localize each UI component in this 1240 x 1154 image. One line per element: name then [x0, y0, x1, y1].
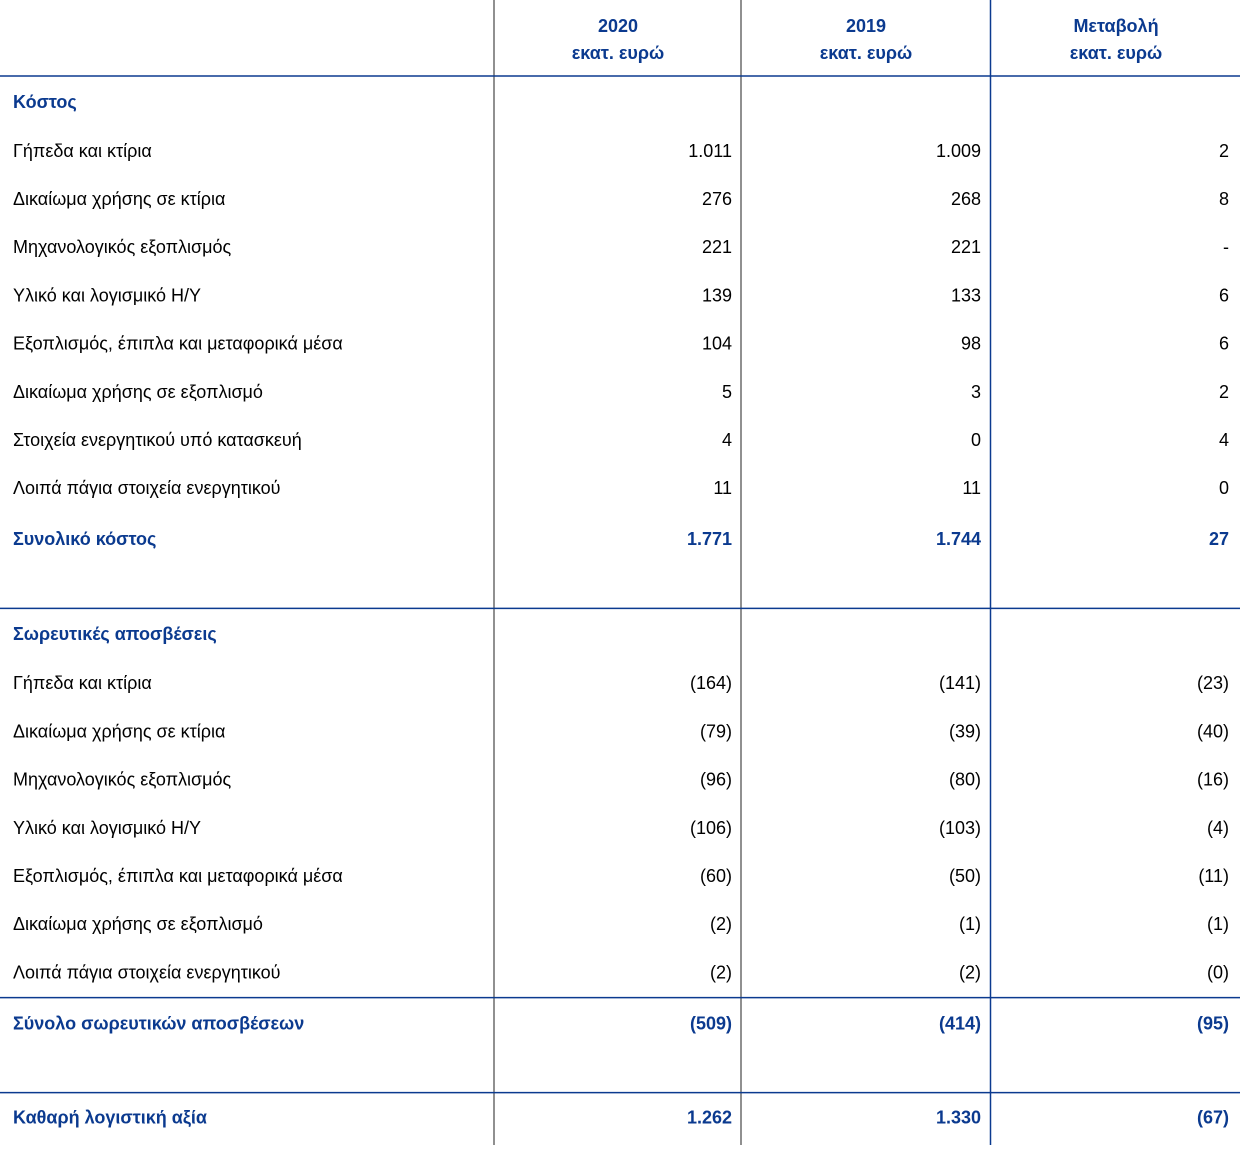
row-label: Υλικό και λογισμικό Η/Υ: [13, 285, 201, 305]
row-value: 276: [702, 189, 732, 209]
total-value: 1.771: [687, 529, 732, 549]
net-value: 1.330: [936, 1107, 981, 1127]
row-value: 98: [961, 334, 981, 354]
row-value: (11): [1198, 866, 1229, 886]
row-value: (79): [700, 721, 732, 741]
row-value: 104: [702, 334, 732, 354]
row-value: 4: [1219, 430, 1229, 450]
row-value: 4: [722, 430, 732, 450]
row-value: 6: [1219, 334, 1229, 354]
row-value: (2): [710, 914, 732, 934]
row-value: (80): [949, 770, 981, 790]
row-label: Δικαίωμα χρήσης σε εξοπλισμό: [13, 914, 263, 934]
net-value: (67): [1197, 1107, 1229, 1127]
column-year: 2019: [846, 16, 886, 36]
row-value: 1.011: [688, 141, 732, 161]
row-value: (23): [1197, 673, 1229, 693]
row-value: (4): [1207, 818, 1229, 838]
row-value: (1): [959, 914, 981, 934]
net-value: 1.262: [687, 1107, 732, 1127]
row-value: 6: [1219, 285, 1229, 305]
row-value: 1.009: [936, 141, 981, 161]
row-value: 221: [702, 237, 732, 257]
row-value: (50): [949, 866, 981, 886]
column-year: 2020: [598, 16, 638, 36]
row-label: Υλικό και λογισμικό Η/Υ: [13, 818, 201, 838]
row-value: 0: [971, 430, 981, 450]
row-label: Δικαίωμα χρήσης σε κτίρια: [13, 189, 225, 209]
row-label: Δικαίωμα χρήσης σε εξοπλισμό: [13, 382, 263, 402]
total-value: (414): [939, 1013, 981, 1033]
row-label: Λοιπά πάγια στοιχεία ενεργητικού: [13, 478, 280, 498]
row-value: (164): [690, 673, 732, 693]
total-value: (509): [690, 1013, 732, 1033]
row-value: 2: [1219, 382, 1229, 402]
row-value: (0): [1207, 962, 1229, 982]
net-label: Καθαρή λογιστική αξία: [13, 1107, 207, 1128]
column-unit: εκατ. ευρώ: [1070, 43, 1162, 63]
row-label: Γήπεδα και κτίρια: [13, 141, 152, 161]
row-value: 133: [951, 285, 981, 305]
section-title: Σωρευτικές αποσβέσεις: [13, 624, 217, 644]
row-value: (40): [1197, 721, 1229, 741]
row-label: Μηχανολογικός εξοπλισμός: [13, 770, 232, 790]
row-value: (141): [939, 673, 981, 693]
row-label: Εξοπλισμός, έπιπλα και μεταφορικά μέσα: [13, 866, 343, 886]
row-value: (96): [700, 770, 732, 790]
row-label: Δικαίωμα χρήσης σε κτίρια: [13, 721, 225, 741]
row-value: (60): [700, 866, 732, 886]
row-value: 2: [1219, 141, 1229, 161]
row-value: (106): [690, 818, 732, 838]
total-label: Σύνολο σωρευτικών αποσβέσεων: [13, 1013, 304, 1033]
total-value: (95): [1197, 1013, 1229, 1033]
row-value: 139: [702, 285, 732, 305]
row-value: 11: [962, 478, 981, 498]
row-value: (39): [949, 721, 981, 741]
row-value: 5: [722, 382, 732, 402]
row-label: Λοιπά πάγια στοιχεία ενεργητικού: [13, 962, 280, 982]
row-value: 221: [951, 237, 981, 257]
row-value: (16): [1197, 770, 1229, 790]
row-value: (1): [1207, 914, 1229, 934]
row-label: Γήπεδα και κτίρια: [13, 673, 152, 693]
row-label: Στοιχεία ενεργητικού υπό κατασκευή: [13, 430, 302, 450]
row-value: -: [1223, 237, 1229, 257]
row-label: Εξοπλισμός, έπιπλα και μεταφορικά μέσα: [13, 334, 343, 354]
row-value: 0: [1219, 478, 1229, 498]
row-value: 8: [1219, 189, 1229, 209]
row-value: 268: [951, 189, 981, 209]
row-value: (2): [959, 962, 981, 982]
total-value: 27: [1209, 529, 1229, 549]
total-value: 1.744: [936, 529, 981, 549]
total-label: Συνολικό κόστος: [13, 529, 156, 549]
row-value: 11: [713, 478, 732, 498]
column-unit: εκατ. ευρώ: [820, 43, 912, 63]
row-value: (2): [710, 962, 732, 982]
row-label: Μηχανολογικός εξοπλισμός: [13, 237, 232, 257]
column-unit: εκατ. ευρώ: [572, 43, 664, 63]
section-title: Κόστος: [13, 92, 77, 112]
row-value: 3: [971, 382, 981, 402]
column-year: Μεταβολή: [1073, 16, 1158, 36]
row-value: (103): [939, 818, 981, 838]
